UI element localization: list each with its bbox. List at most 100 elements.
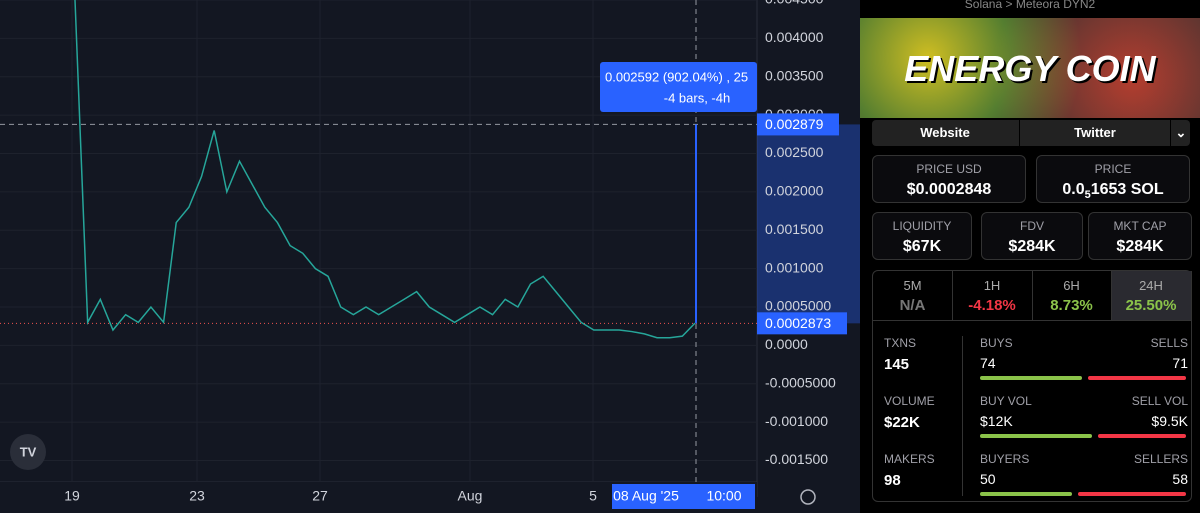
y-tick-label: 0.002000 (765, 183, 824, 199)
label: LIQUIDITY (892, 219, 952, 233)
pool-type: DYN2 (1063, 0, 1096, 11)
dropdown[interactable]: ⌄ (1170, 120, 1191, 146)
x-tick-label: 23 (189, 488, 205, 504)
left-value: 50 (980, 471, 996, 487)
stat-value: $22K (884, 414, 920, 431)
price-sol: PRICE 0.051653 SOL (1036, 155, 1190, 203)
right-value: $9.5K (1151, 413, 1188, 429)
stat-value: 145 (884, 356, 910, 373)
dex: Meteora (1015, 0, 1060, 11)
stat-label: VOLUME (884, 394, 935, 408)
current-price: 0.0002873 (765, 315, 831, 331)
tab[interactable]: 1H -4.18% (952, 271, 1033, 321)
right-value: 58 (1172, 471, 1188, 487)
x-tick-label: Aug (458, 488, 483, 504)
y-tick-label: 0.002500 (765, 144, 824, 160)
y-tick-label: 0.0000 (765, 336, 808, 352)
digits: 1653 SOL (1090, 181, 1164, 198)
value: $0.0002848 (906, 181, 992, 198)
tab-value: 25.50% (1125, 297, 1177, 314)
right-value: 71 (1172, 355, 1188, 371)
stat-label: MAKERS (884, 452, 935, 466)
y-tick-label: 0.0005000 (765, 298, 831, 314)
measure-text: 0.002592 (902.04%) , 25 (605, 69, 748, 84)
y-tick-label: -0.001000 (765, 413, 828, 429)
zeros: 5 (1084, 189, 1091, 202)
x-tick-label: 27 (312, 488, 328, 504)
label: PRICE USD (916, 162, 982, 176)
twitter-link[interactable]: Twitter (1019, 120, 1170, 146)
website-link[interactable]: Website (920, 125, 970, 140)
value: $284K (1116, 238, 1164, 255)
tv-logo[interactable] (10, 434, 46, 470)
right-label: SELLS (1150, 336, 1188, 350)
right-label: SELLERS (1133, 452, 1188, 466)
lead: 0.0 (1062, 181, 1085, 198)
measure-bars: -4 bars, -4h (664, 90, 730, 105)
stats-box (872, 270, 1192, 502)
tab-label: 24H (1139, 278, 1163, 293)
divider (962, 336, 963, 496)
metric: LIQUIDITY $67K (872, 212, 972, 260)
x-tick-label: 19 (64, 488, 80, 504)
tab[interactable]: 6H 8.73% (1032, 271, 1112, 321)
banner: ENERGY COIN (860, 18, 1200, 118)
sell-bar (1088, 376, 1186, 380)
tab-label: 6H (1063, 278, 1080, 293)
price-line (74, 0, 696, 339)
metric: MKT CAP $284K (1088, 212, 1192, 260)
measure-tooltip (600, 62, 757, 112)
tab-value: N/A (899, 297, 926, 314)
y-tick-label: -0.0005000 (765, 374, 836, 390)
y-tick-label: 0.001500 (765, 221, 824, 237)
left-value: 74 (980, 355, 996, 371)
left-value: $12K (980, 413, 1013, 429)
left-label: BUYS (980, 336, 1013, 350)
current-price-box (757, 312, 847, 335)
banner-title: ENERGY COIN (904, 48, 1156, 89)
label: PRICE (1094, 162, 1132, 176)
x-tick-label: 5 (589, 488, 597, 504)
y-tick-label: 0.001000 (765, 259, 824, 275)
date-box (612, 484, 755, 509)
chart: TV 19 23 27 Aug 5 08 Aug '25 10:00 0.002592 … (0, 0, 860, 509)
buy-bar (980, 492, 1073, 496)
buy-bar (980, 376, 1083, 380)
crosshair-date: 08 Aug '25 (613, 488, 679, 504)
crosshair-price-box (757, 113, 839, 136)
measure-shade (757, 124, 860, 324)
stat-value: 98 (884, 472, 901, 489)
left-label: BUYERS (980, 452, 1030, 466)
price-usd: PRICE USD $0.0002848 (872, 155, 1026, 203)
right-label: SELL VOL (1131, 394, 1188, 408)
crosshair-time: 10:00 (706, 488, 741, 504)
sell-bar (1078, 492, 1186, 496)
chain: Solana (964, 0, 1003, 11)
tab-value: 8.73% (1050, 297, 1093, 314)
y-tick-label: 0.004000 (765, 29, 824, 45)
metric: FDV $284K (981, 212, 1083, 260)
y-tick-label: 0.004500 (765, 0, 824, 7)
label: MKT CAP (1113, 219, 1167, 233)
y-tick-label: -0.001500 (765, 451, 828, 467)
tv-logo-text: TV (20, 444, 37, 459)
label: FDV (1020, 219, 1044, 233)
left-label: BUY VOL (980, 394, 1032, 408)
value: $284K (1008, 238, 1056, 255)
tab[interactable]: 5M N/A (873, 271, 953, 321)
y-tick-label: 0.003500 (765, 67, 824, 83)
settings-icon[interactable] (800, 489, 816, 505)
tab-label: 1H (983, 278, 1001, 293)
buy-bar (980, 434, 1092, 438)
crosshair-price: 0.002879 (765, 116, 824, 132)
value: $67K (902, 238, 942, 255)
token-panel: Solana > Meteora DYN2 ENERGY COIN Websit… (860, 0, 1200, 513)
tab-value: -4.18% (968, 297, 1016, 314)
sell-bar (1097, 434, 1186, 438)
tab[interactable]: 24H 25.50% (1111, 271, 1192, 321)
breadcrumb: Solana > Meteora DYN2 (860, 0, 1200, 18)
stat-label: TXNS (884, 336, 917, 350)
links: Website Twitter ⌄ (872, 120, 1190, 146)
tab-label: 5M (903, 278, 922, 293)
